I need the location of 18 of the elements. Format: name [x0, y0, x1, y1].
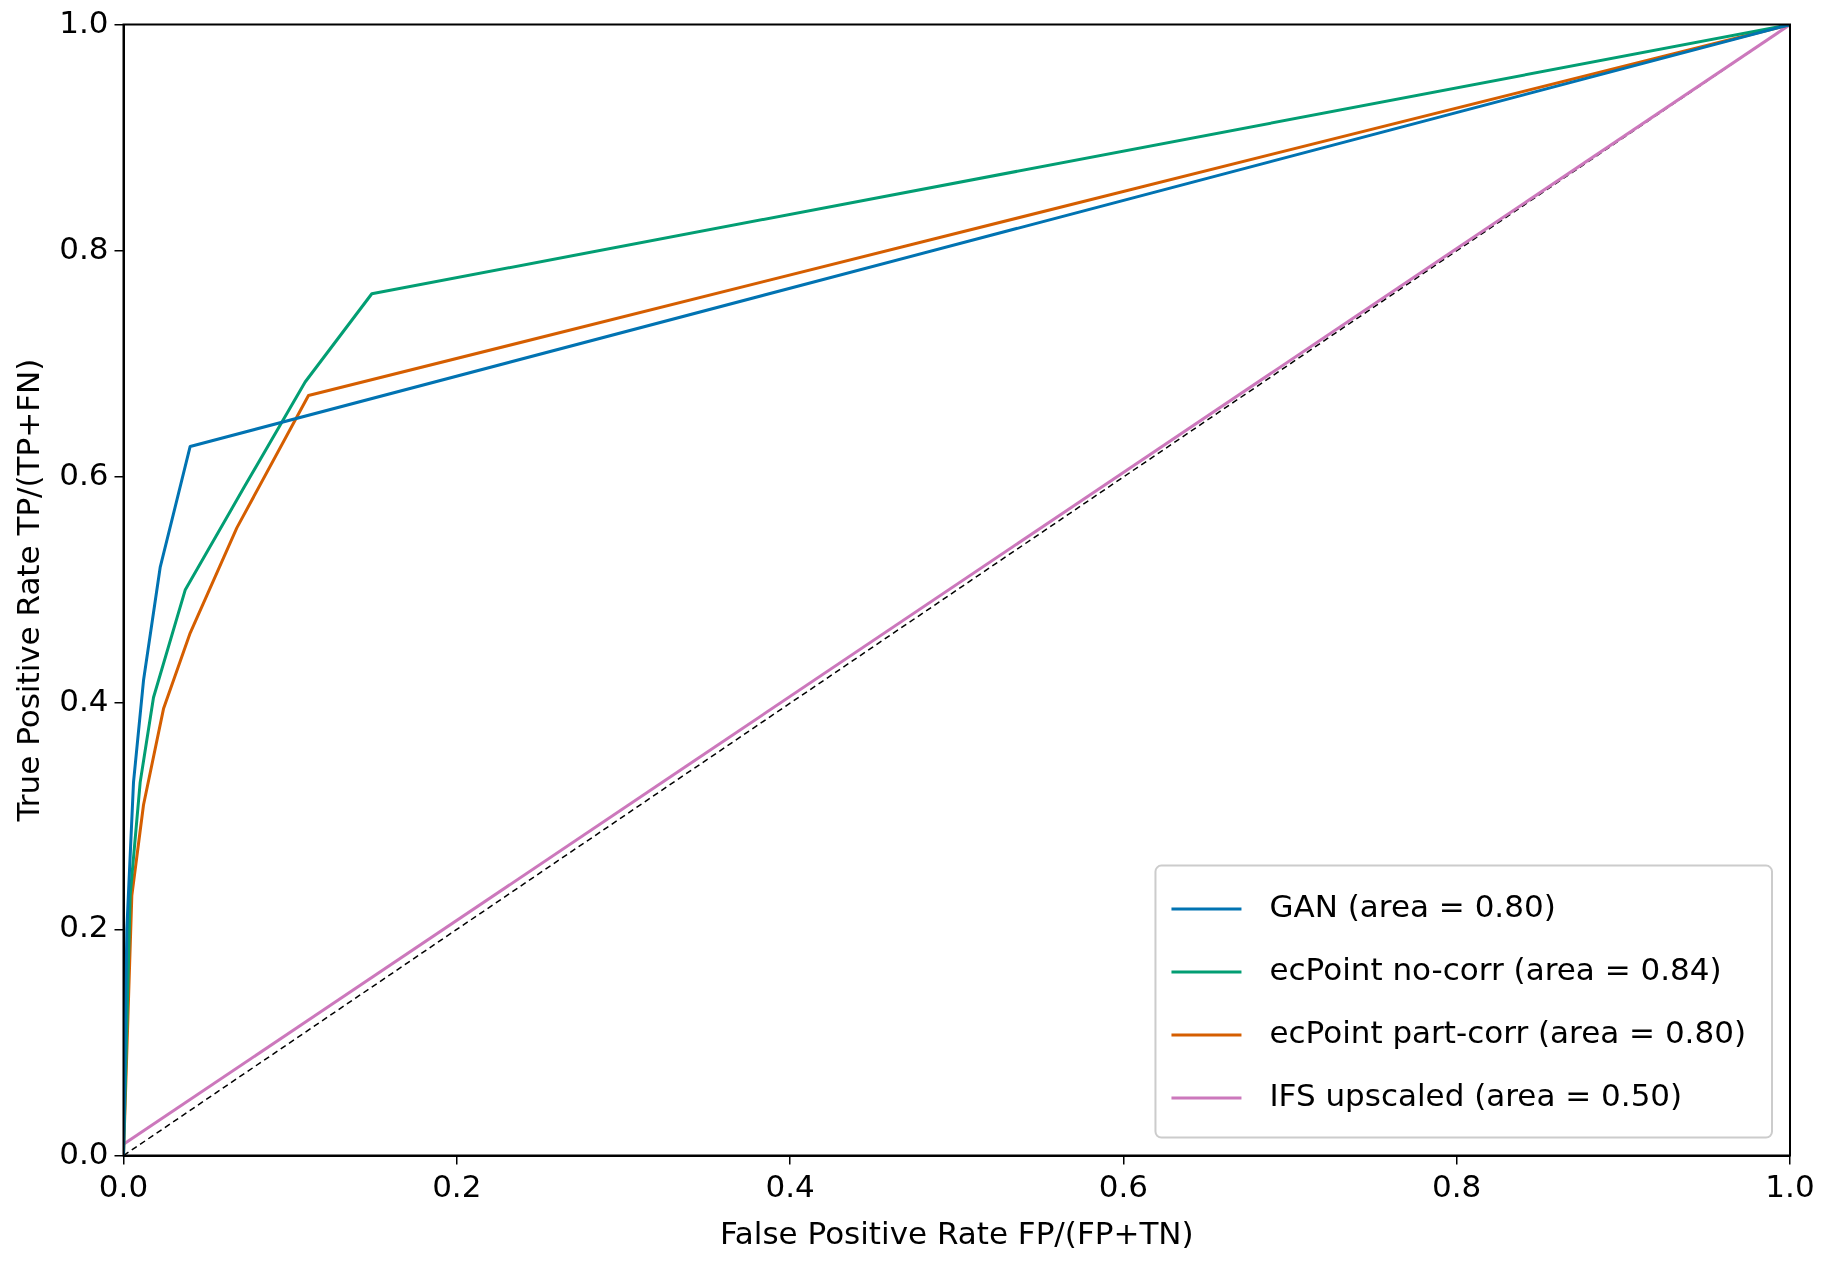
legend-label: ecPoint part-corr (area = 0.80) — [1269, 1014, 1747, 1051]
y-tick-label: 0.8 — [59, 229, 109, 266]
legend-label: IFS upscaled (area = 0.50) — [1269, 1077, 1683, 1114]
y-tick-label: 0.6 — [59, 456, 109, 493]
y-tick-label: 0.2 — [59, 908, 109, 945]
y-axis-title: True Positive Rate TP/(TP+FN) — [9, 358, 46, 823]
y-tick-label: 0.0 — [59, 1134, 109, 1171]
x-tick-label: 0.8 — [1432, 1168, 1482, 1205]
x-tick-label: 1.0 — [1765, 1168, 1815, 1205]
legend-label: ecPoint no-corr (area = 0.84) — [1269, 951, 1722, 988]
legend-label: GAN (area = 0.80) — [1269, 888, 1556, 925]
y-tick-label: 1.0 — [59, 3, 109, 40]
y-tick-label: 0.4 — [59, 682, 109, 719]
x-axis-title: False Positive Rate FP/(FP+TN) — [719, 1215, 1194, 1252]
x-tick-label: 0.4 — [765, 1168, 815, 1205]
x-tick-label: 0.2 — [432, 1168, 482, 1205]
x-tick-label: 0.0 — [98, 1168, 149, 1205]
x-tick-label: 0.6 — [1098, 1168, 1149, 1205]
